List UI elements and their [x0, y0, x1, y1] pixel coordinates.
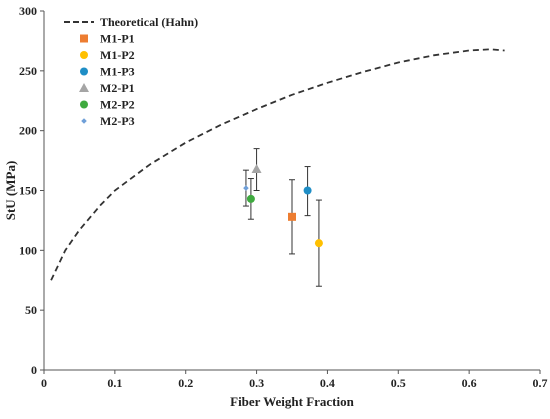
legend-label: M2-P1 [100, 81, 135, 95]
legend-label: Theoretical (Hahn) [100, 15, 198, 29]
x-tick-label: 0.6 [462, 376, 477, 390]
x-tick-label: 0.3 [249, 376, 264, 390]
legend-marker-m1-p3 [80, 67, 88, 76]
y-tick-label: 0 [31, 363, 37, 377]
point-m2-p1 [251, 163, 262, 173]
x-tick-label: 0.7 [533, 376, 548, 390]
legend-marker-m2-p1 [79, 83, 89, 92]
legend-marker-m1-p2 [80, 51, 88, 59]
legend-label: M2-P2 [100, 98, 135, 112]
y-tick-label: 150 [19, 184, 37, 198]
x-tick-label: 0.1 [107, 376, 122, 390]
point-m1-p1 [288, 212, 296, 221]
y-tick-label: 50 [25, 303, 37, 317]
y-tick-label: 250 [19, 64, 37, 78]
point-m1-p3 [303, 186, 312, 195]
legend-marker-m2-p3 [81, 118, 87, 124]
curve-layer [50, 48, 505, 281]
legend-label: M1-P2 [100, 48, 135, 62]
point-m2-p3 [243, 185, 249, 191]
y-tick-label: 300 [19, 4, 37, 18]
series-theoretical-curve [50, 48, 505, 281]
points-layer [242, 148, 323, 287]
legend-label: M1-P3 [100, 65, 135, 79]
y-tick-label: 200 [19, 124, 37, 138]
x-tick-label: 0.5 [391, 376, 406, 390]
point-m2-p2 [246, 194, 255, 203]
legend-label: M2-P3 [100, 114, 135, 128]
y-tick-label: 100 [19, 243, 37, 257]
x-axis-title: Fiber Weight Fraction [230, 394, 354, 409]
legend-marker-m1-p1 [80, 34, 88, 43]
x-tick-label: 0.4 [320, 376, 335, 390]
x-tick-label: 0 [41, 376, 47, 390]
legend-label: M1-P1 [100, 32, 135, 46]
legend: Theoretical (Hahn) M1-P1 M1-P2 M1-P3 M2-P1 M2… [64, 15, 198, 128]
point-m1-p2 [314, 239, 323, 248]
x-tick-label: 0.2 [178, 376, 193, 390]
legend-marker-m2-p2 [80, 100, 88, 109]
axes-layer: 0 0.1 0.2 0.3 0.4 0.5 0.6 0.7 0 50 100 150 200 250 300 [19, 4, 548, 390]
y-axis-title: StU (MPa) [3, 161, 18, 221]
